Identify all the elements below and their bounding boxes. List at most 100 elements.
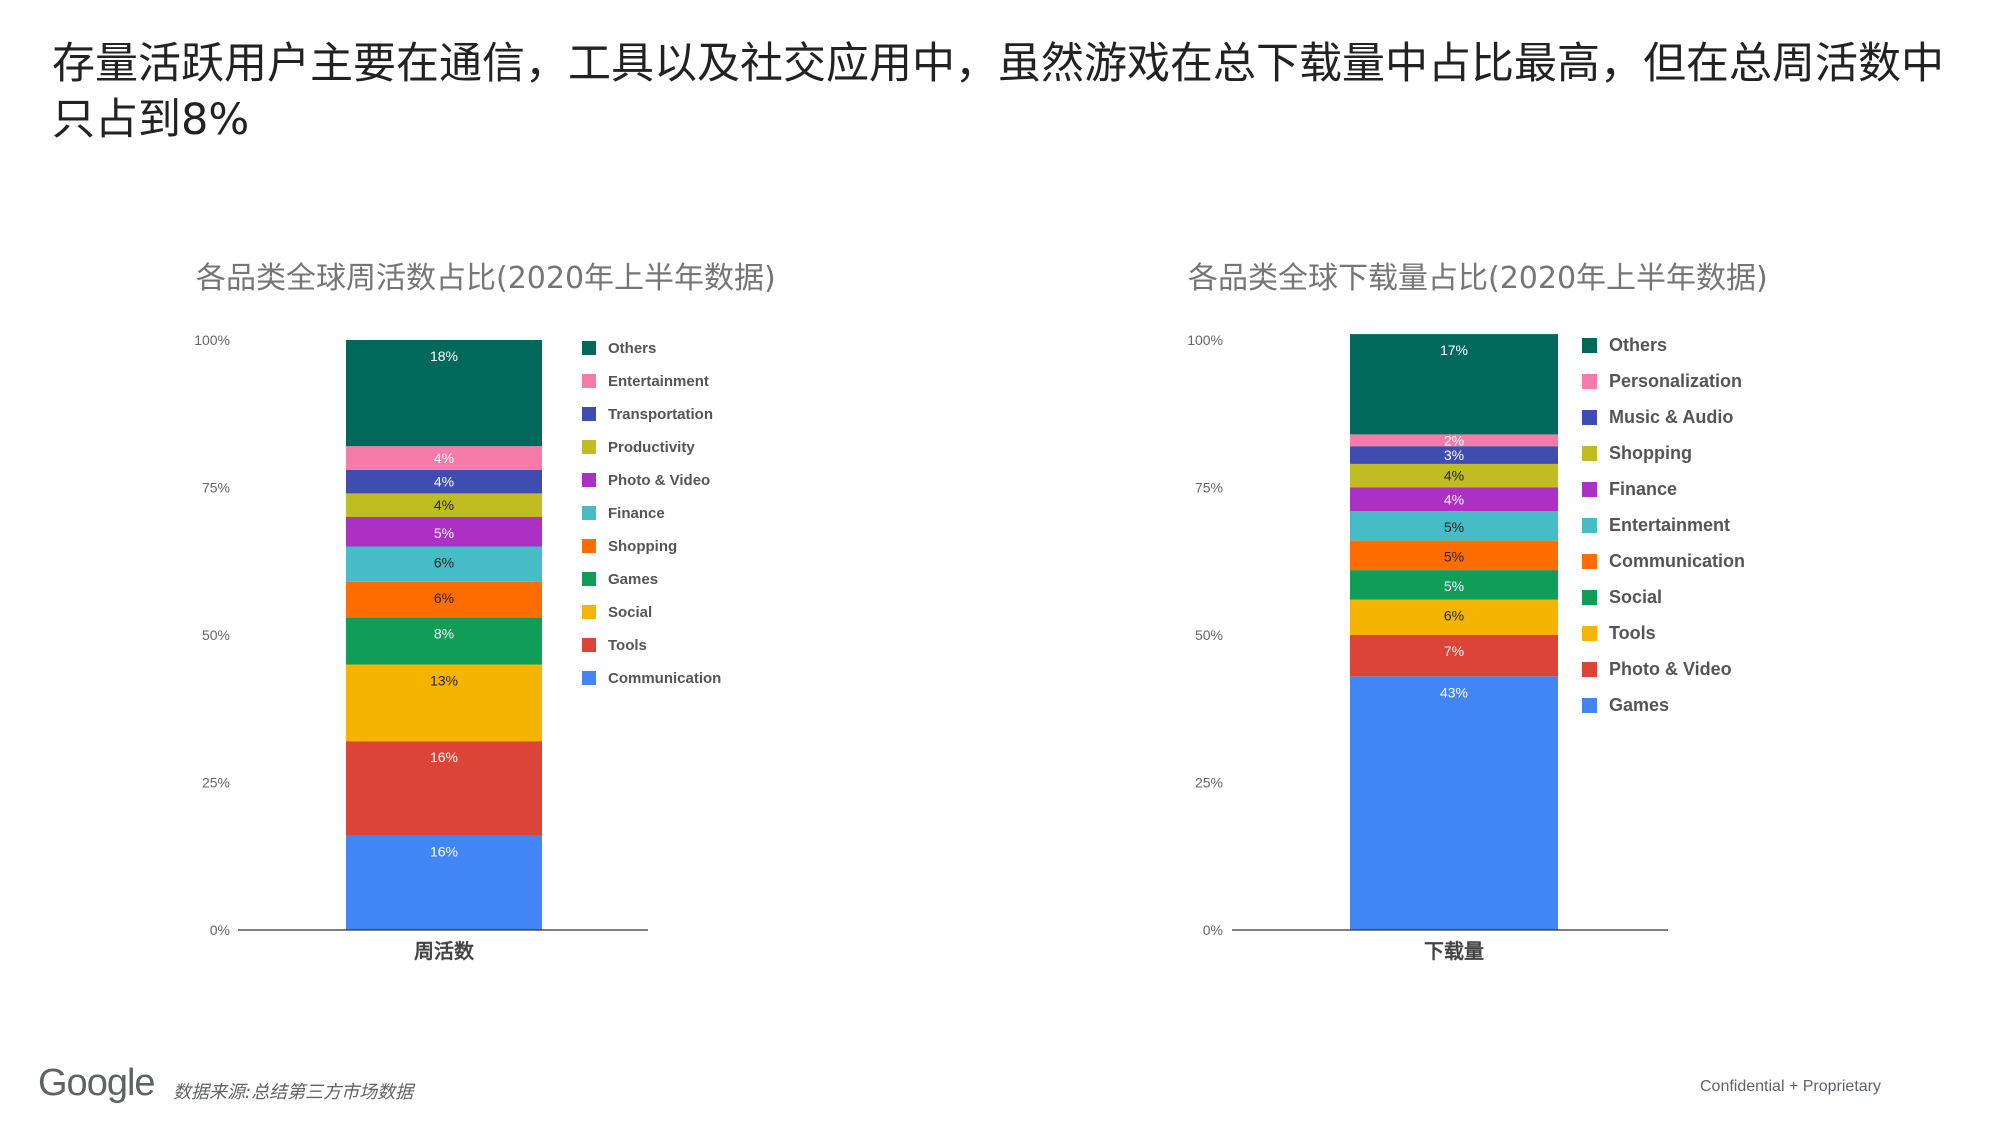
- legend-label: Personalization: [1609, 371, 1742, 391]
- legend-label: Social: [608, 604, 652, 621]
- segment-value-label: 8%: [434, 625, 454, 641]
- legend-item: Entertainment: [582, 373, 709, 390]
- legend-item: Entertainment: [1582, 515, 1730, 535]
- segment-value-label: 6%: [434, 590, 454, 606]
- bar-segment: [1350, 463, 1558, 488]
- bar-segment: [1350, 540, 1558, 571]
- legend-item: Games: [582, 571, 658, 588]
- bar-segment: [1350, 487, 1558, 512]
- legend-label: Communication: [1609, 551, 1745, 571]
- bar-segment: [1350, 676, 1558, 930]
- legend-item: Social: [1582, 587, 1662, 607]
- segment-value-label: 13%: [430, 673, 458, 689]
- bar-segment: [346, 517, 542, 547]
- legend-item: Games: [1582, 695, 1669, 715]
- legend-item: Transportation: [582, 406, 713, 423]
- legend-swatch: [582, 440, 596, 454]
- y-tick-label: 0%: [210, 922, 230, 938]
- data-source-note: 数据来源:总结第三方市场数据: [173, 1082, 414, 1103]
- chart-title: 各品类全球周活数占比(2020年上半年数据): [196, 261, 776, 296]
- legend-label: Photo & Video: [608, 472, 710, 489]
- legend-item: Tools: [1582, 623, 1656, 643]
- google-logo: Google: [38, 1062, 156, 1104]
- legend-swatch: [1582, 338, 1597, 353]
- segment-value-label: 16%: [430, 844, 458, 860]
- segment-value-label: 5%: [1444, 549, 1464, 565]
- y-tick-label: 75%: [202, 480, 230, 496]
- legend-label: Others: [1609, 335, 1667, 355]
- legend-swatch: [582, 341, 596, 355]
- legend-label: Games: [1609, 695, 1669, 715]
- legend-label: Transportation: [608, 406, 713, 423]
- legend-item: Shopping: [1582, 443, 1692, 463]
- bar-segment: [346, 493, 542, 517]
- legend-label: Social: [1609, 587, 1662, 607]
- legend-swatch: [1582, 554, 1597, 569]
- legend-swatch: [1582, 662, 1597, 677]
- segment-value-label: 2%: [1444, 432, 1464, 448]
- legend-item: Tools: [582, 637, 647, 654]
- bar-segment: [1350, 511, 1558, 541]
- chart-downloads-share: 各品类全球下载量占比(2020年上半年数据) 0% 25% 50% 75% 100% 43%…: [1187, 261, 1768, 963]
- legend-swatch: [582, 671, 596, 685]
- legend-item: Productivity: [582, 439, 695, 456]
- legend-label: Tools: [1609, 623, 1656, 643]
- chart-weekly-active-share: 各品类全球周活数占比(2020年上半年数据) 0% 25% 50% 75% 100% 16%…: [194, 261, 776, 963]
- legend-item: Others: [582, 340, 656, 357]
- category-label: 周活数: [414, 939, 475, 963]
- segment-value-label: 4%: [434, 474, 454, 490]
- legend-label: Games: [608, 571, 658, 588]
- legend-label: Finance: [1609, 479, 1677, 499]
- legend-swatch: [1582, 410, 1597, 425]
- legend-label: Finance: [608, 505, 665, 522]
- bar-segment: [1350, 570, 1558, 600]
- segment-value-label: 7%: [1444, 643, 1464, 659]
- confidential-note: Confidential + Proprietary: [1700, 1078, 1881, 1095]
- bar-segment: [1350, 635, 1558, 677]
- bar-segment: [346, 469, 542, 494]
- segment-value-label: 4%: [434, 497, 454, 513]
- segment-value-label: 4%: [1444, 491, 1464, 507]
- chart-title: 各品类全球下载量占比(2020年上半年数据): [1188, 261, 1768, 296]
- y-tick-label: 100%: [1187, 332, 1223, 348]
- legend-label: Shopping: [608, 538, 677, 555]
- segment-value-label: 5%: [1444, 519, 1464, 535]
- legend-item: Photo & Video: [582, 472, 710, 489]
- y-tick-label: 25%: [1195, 775, 1223, 791]
- legend-swatch: [582, 473, 596, 487]
- legend-label: Shopping: [1609, 443, 1692, 463]
- bar-segment: [1350, 434, 1558, 447]
- segment-value-label: 17%: [1440, 342, 1468, 358]
- bar-segment: [346, 581, 542, 618]
- y-tick-label: 50%: [202, 627, 230, 643]
- legend-swatch: [582, 506, 596, 520]
- y-tick-label: 100%: [194, 332, 230, 348]
- bar-segment: [1350, 334, 1558, 435]
- segment-value-label: 6%: [1444, 608, 1464, 624]
- legend-label: Productivity: [608, 439, 695, 456]
- legend-label: Music & Audio: [1609, 407, 1733, 427]
- bar-segment: [1350, 599, 1558, 635]
- legend-item: Finance: [582, 505, 665, 522]
- legend-label: Entertainment: [1609, 515, 1730, 535]
- legend-label: Communication: [608, 670, 721, 687]
- legend-item: Shopping: [582, 538, 677, 555]
- bar-segment: [346, 340, 542, 447]
- legend-swatch: [582, 374, 596, 388]
- legend-item: Personalization: [1582, 371, 1742, 391]
- bar-segment: [346, 546, 542, 582]
- bar-segment: [346, 664, 542, 742]
- segment-value-label: 16%: [430, 749, 458, 765]
- legend-label: Tools: [608, 637, 647, 654]
- segment-value-label: 4%: [1444, 468, 1464, 484]
- y-tick-label: 50%: [1195, 627, 1223, 643]
- bar-segment: [1350, 446, 1558, 464]
- legend-item: Photo & Video: [1582, 659, 1732, 679]
- segment-value-label: 4%: [434, 450, 454, 466]
- legend-swatch: [1582, 482, 1597, 497]
- legend-item: Others: [1582, 335, 1667, 355]
- legend-swatch: [582, 605, 596, 619]
- y-tick-label: 75%: [1195, 480, 1223, 496]
- legend-swatch: [582, 539, 596, 553]
